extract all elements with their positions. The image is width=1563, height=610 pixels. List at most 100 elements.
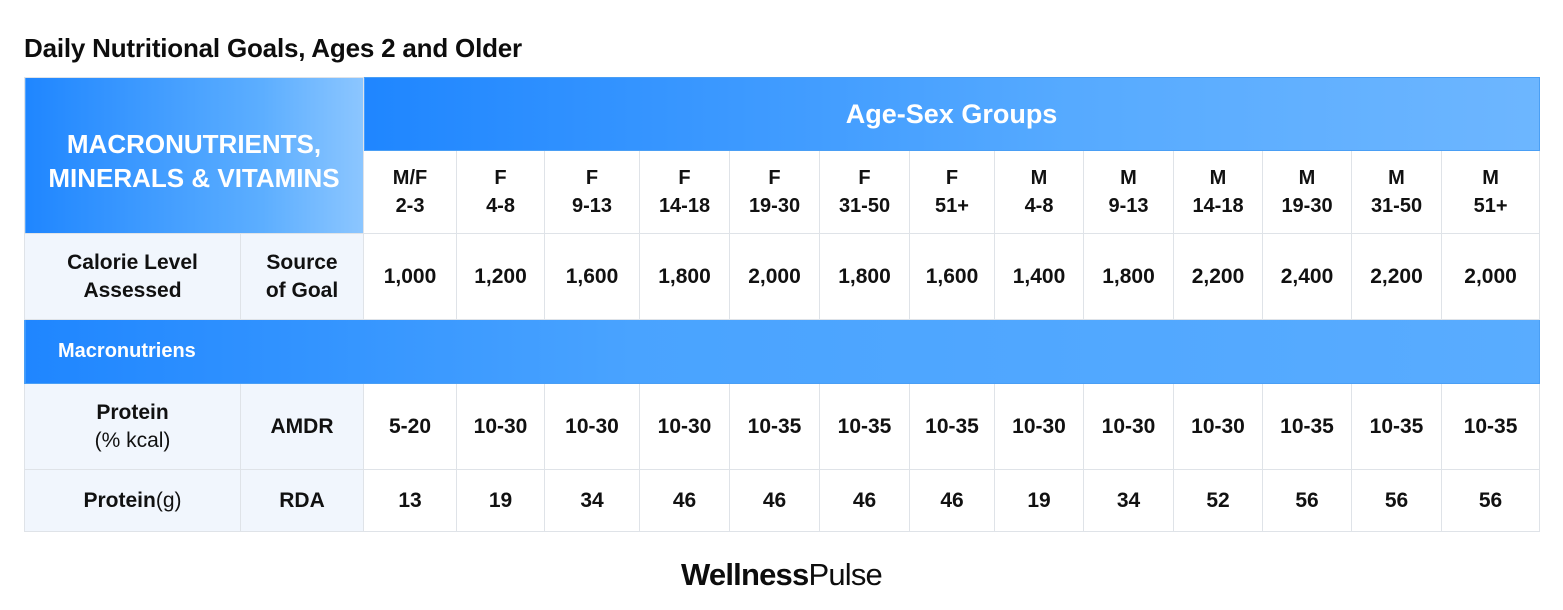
calorie-label-line2: Assessed xyxy=(83,278,182,302)
protein-g-value: 52 xyxy=(1173,469,1264,532)
protein-pct-value: 10-30 xyxy=(1083,383,1175,470)
protein-g-source: RDA xyxy=(239,469,365,532)
group-header: M 31-50 xyxy=(1351,150,1443,234)
group-age: 9-13 xyxy=(572,195,613,217)
group-sex: M/F xyxy=(392,167,428,189)
protein-g-value: 56 xyxy=(1351,469,1443,532)
calorie-value: 1,400 xyxy=(994,233,1085,320)
protein-g-value: 46 xyxy=(909,469,996,532)
group-sex: M xyxy=(1388,167,1405,189)
corner-header-line1: MACRONUTRIENTS, xyxy=(66,128,322,159)
calorie-value: 1,000 xyxy=(363,233,458,320)
group-age: 9-13 xyxy=(1108,195,1149,217)
calorie-value: 2,000 xyxy=(729,233,821,320)
protein-g-value: 46 xyxy=(729,469,821,532)
protein-g-value: 34 xyxy=(544,469,641,532)
calorie-value: 2,400 xyxy=(1262,233,1353,320)
calorie-label: Calorie Level Assessed xyxy=(24,233,241,320)
groups-header-row: M/F 2-3 F 4-8 F 9-13 F 14-18 F 19-30 F 31-50 F 51+ M 4-… xyxy=(25,150,1541,234)
protein-pct-value: 10-35 xyxy=(1262,383,1353,470)
group-age: 51+ xyxy=(935,195,969,217)
calorie-value: 1,800 xyxy=(1083,233,1175,320)
protein-g-label-main: Protein xyxy=(83,488,156,512)
protein-g-value: 19 xyxy=(994,469,1085,532)
group-age: 31-50 xyxy=(838,195,891,217)
protein-pct-value: 10-35 xyxy=(1441,383,1541,470)
protein-pct-value: 10-30 xyxy=(544,383,641,470)
calorie-value: 2,000 xyxy=(1441,233,1541,320)
age-sex-groups-header: Age-Sex Groups xyxy=(363,77,1541,151)
protein-pct-label-main: Protein xyxy=(96,400,169,424)
protein-g-value: 34 xyxy=(1083,469,1175,532)
source-label-line1: Source xyxy=(266,250,338,274)
group-age: 2-3 xyxy=(395,195,425,217)
calorie-value: 1,600 xyxy=(544,233,641,320)
calorie-row: Calorie Level Assessed Source of Goal 1,… xyxy=(24,233,1541,320)
group-header: F 19-30 xyxy=(729,150,821,234)
page-title: Daily Nutritional Goals, Ages 2 and Olde… xyxy=(24,33,522,63)
group-sex: M xyxy=(1209,167,1227,189)
protein-pct-value: 10-30 xyxy=(994,383,1085,470)
protein-pct-value: 10-35 xyxy=(729,383,821,470)
group-header: M 51+ xyxy=(1441,150,1541,234)
group-sex: M xyxy=(1120,167,1137,189)
group-age: 14-18 xyxy=(658,195,711,217)
protein-g-value: 56 xyxy=(1441,469,1541,532)
protein-g-value: 46 xyxy=(819,469,911,532)
group-header: F 4-8 xyxy=(456,150,546,234)
group-header: M 14-18 xyxy=(1173,150,1264,234)
calorie-value: 1,800 xyxy=(819,233,911,320)
protein-g-row: Protein(g) RDA 13 19 34 46 46 46 46 19 34 52 56 56 5… xyxy=(24,469,1541,532)
protein-pct-value: 10-35 xyxy=(819,383,911,470)
protein-g-unit: (g) xyxy=(155,488,182,512)
protein-pct-value: 10-35 xyxy=(1351,383,1443,470)
protein-g-value: 13 xyxy=(363,469,458,532)
group-header: F 14-18 xyxy=(639,150,731,234)
calorie-value: 1,800 xyxy=(639,233,731,320)
protein-pct-value: 5-20 xyxy=(363,383,458,470)
group-age: 51+ xyxy=(1473,195,1508,217)
group-sex: M xyxy=(1482,167,1499,189)
brand-logo: WellnessPulse xyxy=(0,557,1563,593)
corner-header-line2: MINERALS & VITAMINS xyxy=(48,162,340,193)
nutrition-table: MACRONUTRIENTS, MINERALS & VITAMINS Age-… xyxy=(23,77,1541,532)
protein-pct-row: Protein (% kcal) AMDR 5-20 10-30 10-30 10-3… xyxy=(24,383,1541,470)
protein-pct-value: 10-30 xyxy=(639,383,731,470)
calorie-value: 1,600 xyxy=(909,233,996,320)
protein-g-value: 56 xyxy=(1262,469,1353,532)
section-label: Macronutriens xyxy=(23,319,1541,384)
group-sex: F xyxy=(945,167,959,189)
group-sex: M xyxy=(1030,167,1048,189)
protein-pct-value: 10-35 xyxy=(909,383,996,470)
protein-pct-value: 10-30 xyxy=(1173,383,1264,470)
section-row: Macronutriens xyxy=(23,319,1541,384)
group-header: M 19-30 xyxy=(1262,150,1353,234)
group-header: M 9-13 xyxy=(1083,150,1175,234)
corner-header: MACRONUTRIENTS, MINERALS & VITAMINS xyxy=(23,77,365,234)
calorie-value: 2,200 xyxy=(1351,233,1443,320)
protein-g-value: 19 xyxy=(456,469,546,532)
source-label-line2: of Goal xyxy=(265,278,339,302)
protein-g-label: Protein(g) xyxy=(24,469,241,532)
calorie-value: 2,200 xyxy=(1173,233,1264,320)
protein-pct-label: Protein (% kcal) xyxy=(24,383,241,470)
source-of-goal-label: Source of Goal xyxy=(239,233,365,320)
group-sex: F xyxy=(678,167,691,189)
calorie-label-line1: Calorie Level xyxy=(67,250,198,274)
group-age: 19-30 xyxy=(748,195,801,217)
group-sex: F xyxy=(768,167,781,189)
group-header: M/F 2-3 xyxy=(363,150,458,234)
group-header: F 51+ xyxy=(909,150,996,234)
group-age: 4-8 xyxy=(486,195,515,217)
group-sex: M xyxy=(1298,167,1316,189)
protein-pct-value: 10-30 xyxy=(456,383,546,470)
group-age: 31-50 xyxy=(1370,195,1423,217)
group-header: M 4-8 xyxy=(994,150,1085,234)
group-sex: F xyxy=(585,167,599,189)
brand-logo-part1: Wellness xyxy=(681,557,809,592)
group-age: 4-8 xyxy=(1024,195,1054,217)
protein-pct-source: AMDR xyxy=(239,383,365,470)
calorie-value: 1,200 xyxy=(456,233,546,320)
group-header: F 31-50 xyxy=(819,150,911,234)
group-sex: F xyxy=(494,167,507,189)
